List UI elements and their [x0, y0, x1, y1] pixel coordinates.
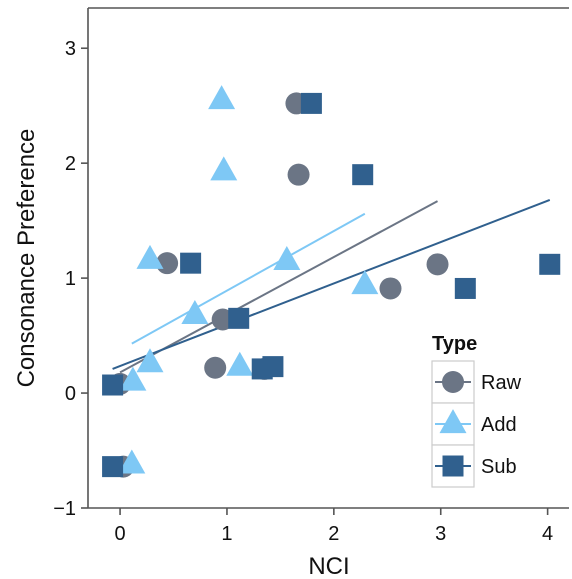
- point-add: [208, 85, 236, 110]
- legend-label: Sub: [481, 456, 517, 478]
- x-tick-label: 2: [328, 523, 339, 545]
- point-add: [210, 156, 238, 181]
- x-tick-label: 1: [221, 523, 232, 545]
- fit-line-sub: [112, 199, 551, 370]
- point-sub: [228, 307, 250, 329]
- legend-item-raw: Raw: [431, 360, 522, 404]
- axes: [87, 7, 569, 509]
- point-sub: [251, 358, 273, 380]
- point-raw: [287, 163, 310, 186]
- legend-key-marker: [442, 455, 464, 477]
- x-tick-label: 0: [115, 523, 126, 545]
- x-tick-label: 4: [542, 523, 553, 545]
- y-axis-ticks: −1 0 1 2 3: [53, 38, 88, 520]
- point-raw: [426, 253, 449, 276]
- point-sub: [102, 456, 124, 478]
- point-raw: [379, 277, 402, 300]
- point-add: [136, 244, 164, 269]
- fit-line-add: [131, 212, 366, 345]
- point-sub: [539, 253, 561, 275]
- point-add: [136, 348, 164, 373]
- data-points: [102, 85, 561, 478]
- point-add: [118, 449, 146, 474]
- legend-key-marker: [442, 371, 464, 393]
- point-add: [181, 300, 209, 325]
- x-axis-title: NCI: [308, 553, 349, 579]
- point-add: [351, 270, 379, 295]
- y-tick-label: 0: [65, 383, 76, 405]
- point-sub: [180, 252, 202, 274]
- y-tick-label: 1: [65, 268, 76, 290]
- y-tick-label: 2: [65, 153, 76, 175]
- y-tick-label: −1: [53, 498, 76, 520]
- legend-key-marker: [439, 409, 467, 434]
- legend-label: Add: [481, 414, 517, 436]
- x-axis-ticks: 0 1 2 3 4: [115, 508, 553, 545]
- legend-label: Raw: [481, 372, 522, 394]
- point-add: [273, 245, 301, 270]
- point-sub: [102, 374, 124, 396]
- y-tick-label: 3: [65, 38, 76, 60]
- y-axis-title: Consonance Preference: [13, 129, 40, 388]
- point-add: [226, 351, 254, 376]
- point-raw: [211, 308, 234, 331]
- point-sub: [300, 92, 322, 114]
- point-raw: [204, 356, 227, 379]
- fit-line-raw: [119, 200, 439, 374]
- fit-lines: [112, 199, 551, 374]
- legend-item-add: Add: [431, 402, 517, 446]
- x-tick-label: 3: [435, 523, 446, 545]
- point-add: [119, 366, 147, 391]
- legend: Type Raw Add Sub: [431, 333, 522, 488]
- legend-item-sub: Sub: [431, 444, 517, 488]
- legend-title: Type: [432, 333, 477, 355]
- point-sub: [454, 277, 476, 299]
- point-sub: [352, 164, 374, 186]
- plot-panel-border: [87, 7, 569, 509]
